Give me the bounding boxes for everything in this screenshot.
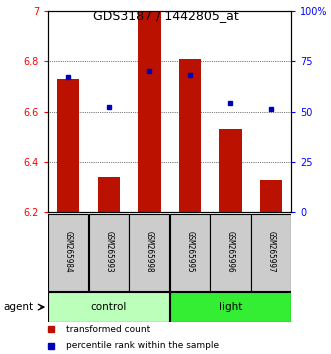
Text: GSM265998: GSM265998 bbox=[145, 232, 154, 273]
Text: GSM265995: GSM265995 bbox=[185, 232, 194, 273]
Text: GSM265984: GSM265984 bbox=[64, 232, 73, 273]
Text: GDS3187 / 1442805_at: GDS3187 / 1442805_at bbox=[93, 9, 238, 22]
Text: GSM265993: GSM265993 bbox=[104, 232, 113, 273]
Bar bbox=[138, 11, 161, 212]
Bar bbox=[48, 292, 169, 322]
Bar bbox=[251, 214, 291, 291]
Text: control: control bbox=[91, 302, 127, 312]
Bar bbox=[48, 214, 88, 291]
Bar bbox=[98, 177, 120, 212]
Text: light: light bbox=[219, 302, 242, 312]
Bar bbox=[57, 79, 79, 212]
Bar bbox=[129, 214, 169, 291]
Bar bbox=[219, 129, 242, 212]
Bar bbox=[211, 214, 251, 291]
Text: GSM265997: GSM265997 bbox=[266, 232, 275, 273]
Text: percentile rank within the sample: percentile rank within the sample bbox=[66, 341, 219, 350]
Bar bbox=[179, 58, 201, 212]
Bar bbox=[170, 214, 210, 291]
Bar bbox=[170, 292, 291, 322]
Text: GSM265996: GSM265996 bbox=[226, 232, 235, 273]
Bar bbox=[89, 214, 129, 291]
Text: agent: agent bbox=[3, 302, 33, 312]
Bar bbox=[260, 179, 282, 212]
Text: transformed count: transformed count bbox=[66, 325, 150, 334]
